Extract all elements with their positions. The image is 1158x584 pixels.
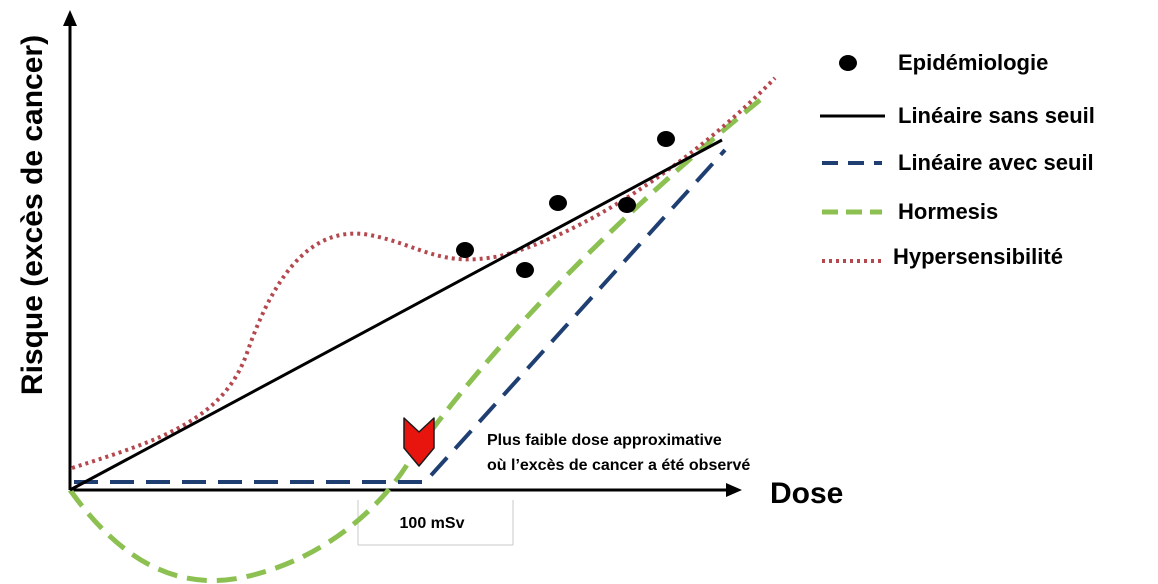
legend: Epidémiologie Linéaire sans seuil Linéai…: [820, 50, 1095, 269]
linear-threshold-curve: [74, 148, 727, 484]
x-axis-label: Dose: [770, 477, 843, 510]
epidemiology-point: [456, 242, 474, 258]
y-axis-arrowhead: [63, 10, 77, 26]
legend-label: Epidémiologie: [898, 50, 1048, 75]
tick-100msv: 100 mSv: [357, 500, 514, 546]
legend-label: Hormesis: [898, 199, 998, 224]
tick-label: 100 mSv: [400, 515, 465, 532]
legend-label: Linéaire sans seuil: [898, 103, 1095, 128]
legend-item-epidemiologie: Epidémiologie: [839, 50, 1048, 75]
linear-no-threshold-line: [69, 138, 723, 492]
x-axis-arrowhead: [726, 483, 742, 497]
epidemiology-point: [657, 131, 675, 147]
hypersensitivity-curve: [71, 76, 777, 470]
hormesis-curve: [67, 98, 762, 584]
legend-label: Linéaire avec seuil: [898, 150, 1094, 175]
legend-label: Hypersensibilité: [893, 244, 1063, 269]
epidemiology-points: [456, 131, 675, 278]
legend-item-lineaire-avec-seuil: Linéaire avec seuil: [822, 150, 1094, 175]
y-axis-label: Risque (excès de cancer): [16, 35, 49, 395]
axes: [63, 10, 742, 497]
legend-item-lineaire-sans-seuil: Linéaire sans seuil: [820, 103, 1095, 128]
legend-item-hormesis: Hormesis: [822, 199, 998, 224]
annotation-line-1: Plus faible dose approximative: [487, 432, 722, 449]
epidemiology-point: [516, 262, 534, 278]
red-chevron-marker-icon: [403, 417, 435, 467]
annotation-line-2: où l’excès de cancer a été observé: [487, 457, 750, 474]
legend-dot-icon: [839, 55, 857, 71]
epidemiology-point: [618, 197, 636, 213]
legend-item-hypersensibilite: Hypersensibilité: [822, 244, 1063, 269]
epidemiology-point: [549, 195, 567, 211]
